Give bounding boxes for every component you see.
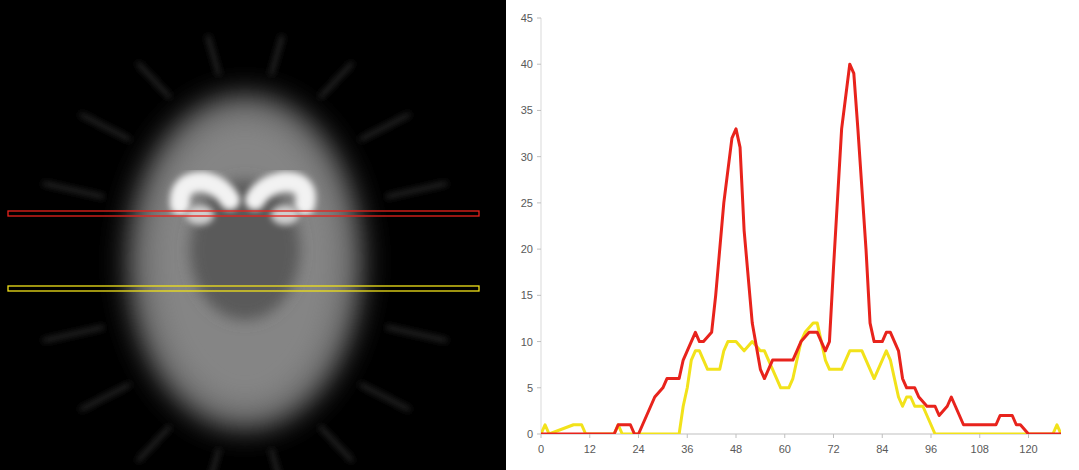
brain-center bbox=[190, 180, 300, 320]
scan-streak bbox=[386, 327, 447, 341]
y-tick-label: 40 bbox=[521, 58, 533, 70]
scan-streak bbox=[360, 384, 410, 410]
scan-streak bbox=[320, 427, 353, 462]
y-tick-label: 0 bbox=[527, 428, 533, 440]
y-tick-label: 20 bbox=[521, 243, 533, 255]
x-tick-label: 72 bbox=[827, 443, 839, 455]
x-tick bbox=[736, 434, 737, 438]
scan-streak bbox=[395, 261, 460, 264]
x-tick-label: 96 bbox=[925, 443, 937, 455]
scan-streak bbox=[208, 449, 219, 470]
y-tick bbox=[537, 249, 541, 250]
y-tick bbox=[537, 341, 541, 342]
x-tick bbox=[589, 434, 590, 438]
x-tick-label: 0 bbox=[538, 443, 544, 455]
scan-streak bbox=[80, 114, 130, 140]
y-tick-label: 30 bbox=[521, 151, 533, 163]
y-tick-label: 35 bbox=[521, 104, 533, 116]
plot-lines bbox=[541, 64, 1061, 434]
chart-background bbox=[506, 0, 1079, 470]
putamen-left bbox=[186, 205, 214, 225]
scan-background bbox=[0, 0, 506, 470]
x-tick bbox=[541, 434, 542, 438]
y-tick-label: 10 bbox=[521, 336, 533, 348]
x-tick-label: 24 bbox=[632, 443, 644, 455]
x-tick bbox=[931, 434, 932, 438]
scan-streak bbox=[43, 183, 104, 197]
x-tick-label: 60 bbox=[779, 443, 791, 455]
x-tick-label: 84 bbox=[876, 443, 888, 455]
y-tick bbox=[537, 295, 541, 296]
scan-streak bbox=[43, 327, 104, 341]
x-tick-label: 36 bbox=[681, 443, 693, 455]
y-tick bbox=[537, 18, 541, 19]
y-tick bbox=[537, 156, 541, 157]
scan-streak bbox=[138, 63, 171, 98]
figure: 0 5 10 15 20 25 30 35 40 45 0 12 24 36 48 60 72 84 96 108 12… bbox=[0, 0, 1079, 470]
striatum-right bbox=[255, 182, 306, 205]
scan-streak bbox=[271, 35, 282, 74]
scan-streak bbox=[271, 449, 282, 470]
x-tick bbox=[1028, 434, 1029, 438]
brain-cortex bbox=[150, 117, 340, 407]
x-tick bbox=[882, 434, 883, 438]
x-tick bbox=[784, 434, 785, 438]
scan-streak bbox=[138, 427, 171, 462]
x-tick-label: 120 bbox=[1019, 443, 1037, 455]
x-tick bbox=[638, 434, 639, 438]
y-tick bbox=[537, 64, 541, 65]
y-tick bbox=[537, 202, 541, 203]
y-tick-label: 25 bbox=[521, 197, 533, 209]
brain-scan bbox=[30, 35, 460, 470]
x-tick bbox=[833, 434, 834, 438]
y-tick bbox=[537, 110, 541, 111]
y-tick-label: 45 bbox=[521, 12, 533, 24]
profile-series bbox=[541, 64, 1061, 434]
y-tick-label: 15 bbox=[521, 289, 533, 301]
profile-line-yellow bbox=[8, 286, 479, 291]
x-tick bbox=[687, 434, 688, 438]
y-axis-line bbox=[541, 18, 542, 434]
scan-streak bbox=[208, 35, 219, 74]
scan-streak bbox=[30, 261, 95, 264]
y-tick bbox=[537, 387, 541, 388]
x-tick-label: 48 bbox=[730, 443, 742, 455]
scan-streak bbox=[360, 114, 410, 140]
putamen-right bbox=[271, 205, 299, 225]
striatum-left bbox=[180, 182, 230, 205]
profile-line-red bbox=[8, 211, 479, 216]
x-tick-label: 108 bbox=[971, 443, 989, 455]
x-tick bbox=[979, 434, 980, 438]
y-tick-label: 5 bbox=[527, 382, 533, 394]
x-tick-label: 12 bbox=[584, 443, 596, 455]
y-tick bbox=[537, 434, 541, 435]
scan-streak bbox=[80, 384, 130, 410]
scan-streak bbox=[386, 183, 447, 197]
brain-outline bbox=[127, 94, 363, 430]
scan-streak bbox=[320, 63, 353, 98]
